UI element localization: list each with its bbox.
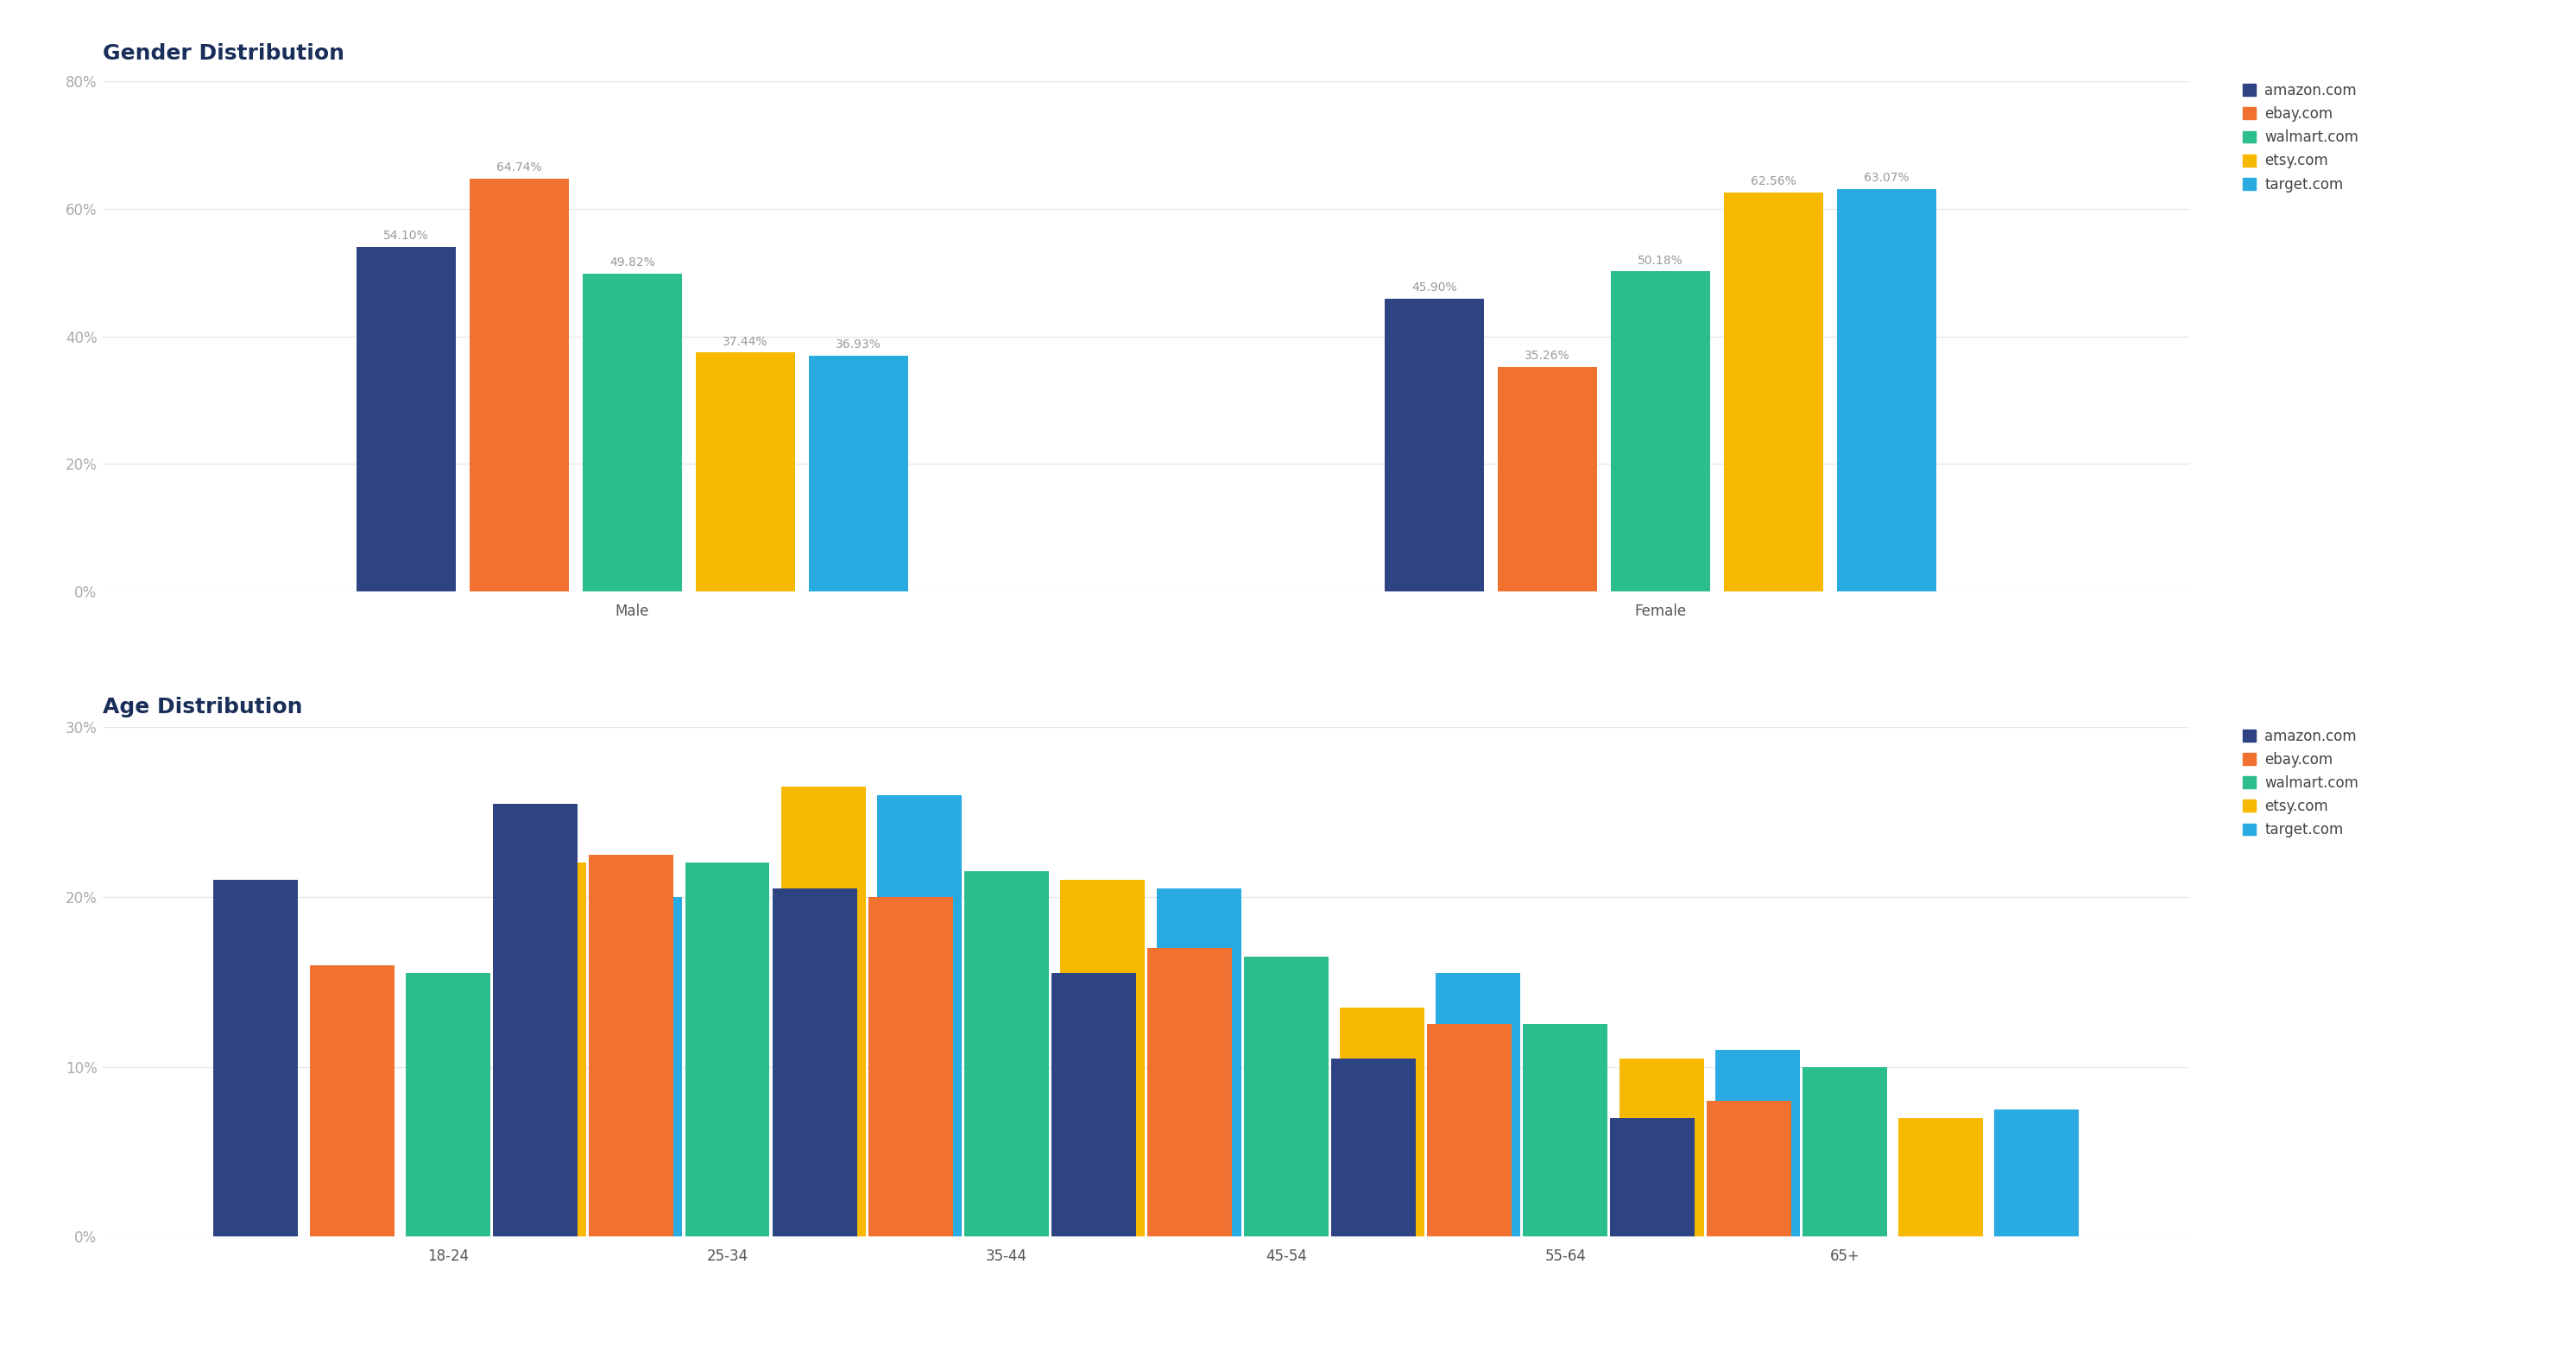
Bar — [809, 356, 909, 591]
Bar — [1157, 889, 1242, 1237]
Text: 54.10%: 54.10% — [384, 230, 430, 242]
Bar — [355, 246, 456, 591]
Bar — [502, 863, 587, 1237]
Bar — [1149, 949, 1231, 1237]
Text: 64.74%: 64.74% — [497, 162, 541, 174]
Bar — [1705, 1101, 1790, 1237]
Bar — [214, 881, 299, 1237]
Bar — [1620, 1059, 1703, 1237]
Text: 63.07%: 63.07% — [1862, 173, 1909, 185]
Bar — [1435, 973, 1520, 1237]
Bar — [868, 897, 953, 1237]
Bar — [1332, 1059, 1417, 1237]
Bar — [773, 889, 858, 1237]
Text: Age Distribution: Age Distribution — [103, 697, 304, 718]
Text: 49.82%: 49.82% — [611, 257, 654, 269]
Bar — [1723, 193, 1824, 591]
Bar — [1716, 1049, 1801, 1237]
Text: 35.26%: 35.26% — [1525, 349, 1569, 361]
Text: 45.90%: 45.90% — [1412, 281, 1458, 294]
Legend: amazon.com, ebay.com, walmart.com, etsy.com, target.com: amazon.com, ebay.com, walmart.com, etsy.… — [2239, 79, 2362, 197]
Bar — [1497, 367, 1597, 591]
Text: Gender Distribution: Gender Distribution — [103, 43, 345, 64]
Bar — [492, 803, 577, 1237]
Bar — [1061, 881, 1144, 1237]
Bar — [1051, 973, 1136, 1237]
Bar — [1340, 1007, 1425, 1237]
Text: 36.93%: 36.93% — [835, 338, 881, 351]
Bar — [1837, 189, 1937, 591]
Bar — [1994, 1109, 2079, 1237]
Bar — [963, 871, 1048, 1237]
Bar — [781, 787, 866, 1237]
Bar — [582, 273, 683, 591]
Text: 37.44%: 37.44% — [724, 336, 768, 348]
Bar — [1610, 1117, 1695, 1237]
Text: 62.56%: 62.56% — [1752, 175, 1795, 188]
Bar — [309, 965, 394, 1237]
Legend: amazon.com, ebay.com, walmart.com, etsy.com, target.com: amazon.com, ebay.com, walmart.com, etsy.… — [2239, 724, 2362, 843]
Bar — [590, 855, 672, 1237]
Bar — [1244, 957, 1329, 1237]
Bar — [685, 863, 770, 1237]
Bar — [1383, 299, 1484, 591]
Bar — [469, 179, 569, 591]
Bar — [1803, 1067, 1888, 1237]
Bar — [1899, 1117, 1984, 1237]
Bar — [1427, 1025, 1512, 1237]
Bar — [1610, 272, 1710, 591]
Text: 50.18%: 50.18% — [1638, 254, 1682, 266]
Bar — [1522, 1025, 1607, 1237]
Bar — [696, 352, 796, 591]
Bar — [876, 795, 961, 1237]
Bar — [404, 973, 489, 1237]
Bar — [598, 897, 683, 1237]
